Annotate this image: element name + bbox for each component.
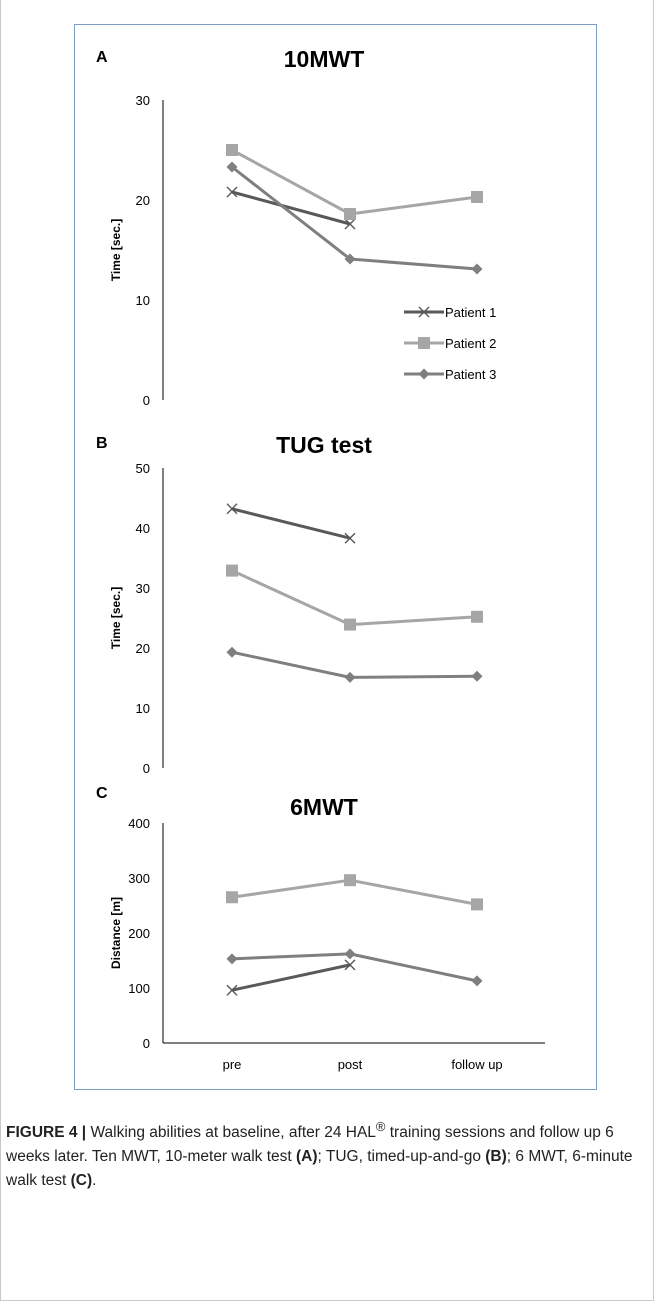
caption-ref-a: (A): [296, 1148, 318, 1166]
legend-label: Patient 1: [445, 305, 496, 320]
caption-ref-b: (B): [485, 1148, 507, 1166]
marker-x-stroke: [344, 532, 356, 544]
series-line-segment: [231, 507, 351, 540]
caption-text-3: ; TUG, timed-up-and-go: [317, 1148, 486, 1166]
legend-item-3: Patient 3: [404, 367, 496, 382]
marker-x-stroke: [226, 984, 238, 996]
figure-caption: FIGURE 4 | Walking abilities at baseline…: [6, 1115, 646, 1193]
series-line-segment: [349, 195, 478, 216]
legend-label: Patient 2: [445, 336, 496, 351]
y-tick-label: 200: [128, 926, 150, 941]
y-tick-label: 30: [136, 581, 150, 596]
series-patient-1: [226, 186, 356, 230]
caption-registered-mark: ®: [375, 1119, 386, 1134]
legend-item-2: Patient 2: [404, 336, 496, 351]
y-axis-label: Distance [m]: [109, 897, 123, 969]
marker-square: [471, 191, 483, 203]
marker-square: [226, 564, 238, 577]
series-patient-3: [226, 948, 483, 987]
marker-diamond: [418, 368, 430, 380]
marker-square: [471, 610, 483, 623]
marker-square: [418, 337, 430, 349]
y-tick-label: 10: [136, 701, 150, 716]
marker-x-stroke: [226, 503, 238, 515]
series-line-segment: [231, 878, 351, 899]
figure-panel: [74, 24, 597, 1090]
series-patient-2: [226, 874, 483, 911]
chart-title: 10MWT: [284, 46, 365, 72]
y-tick-label: 400: [128, 816, 150, 831]
series-patient-2: [226, 144, 483, 220]
series-patient-3: [226, 161, 483, 275]
series-line-segment: [349, 257, 478, 271]
marker-diamond: [226, 953, 238, 965]
y-tick-label: 50: [136, 461, 150, 476]
series-line-segment: [231, 190, 351, 226]
x-tick-label: post: [338, 1057, 363, 1072]
y-tick-label: 0: [143, 1036, 150, 1051]
marker-diamond: [471, 975, 483, 987]
legend-item-1: Patient 1: [404, 305, 496, 320]
caption-label: FIGURE 4 |: [6, 1124, 87, 1142]
y-tick-label: 10: [136, 293, 150, 308]
y-axis-label: Time [sec.]: [109, 219, 123, 281]
marker-diamond: [226, 646, 238, 658]
y-tick-label: 0: [143, 761, 150, 776]
y-tick-label: 20: [136, 193, 150, 208]
series-line-segment: [231, 165, 351, 261]
marker-square: [226, 144, 238, 156]
series-line-segment: [231, 963, 351, 992]
x-tick-label: pre: [223, 1057, 242, 1072]
marker-diamond: [344, 253, 356, 265]
y-tick-label: 30: [136, 93, 150, 108]
caption-text-4: ; 6 MWT, 6-minute walk test: [6, 1148, 633, 1190]
marker-x-stroke: [226, 186, 238, 198]
caption-ref-c: (C): [70, 1172, 93, 1190]
marker-square: [471, 898, 483, 911]
series-patient-1: [226, 503, 356, 544]
chart-title: TUG test: [276, 432, 372, 458]
marker-square: [344, 618, 356, 631]
marker-diamond: [471, 670, 483, 682]
series-patient-1: [226, 959, 356, 996]
marker-diamond: [344, 671, 356, 683]
marker-diamond: [344, 948, 356, 960]
chart-title: 6MWT: [290, 794, 358, 820]
caption-text-5: .: [92, 1172, 97, 1190]
series-line-segment: [349, 615, 478, 627]
series-line-segment: [231, 569, 351, 626]
marker-diamond: [471, 263, 483, 275]
series-line-segment: [349, 878, 478, 906]
panel-letter-b: B: [96, 435, 108, 452]
panel-letter-c: C: [96, 785, 108, 802]
legend-label: Patient 3: [445, 367, 496, 382]
y-tick-label: 40: [136, 521, 150, 536]
marker-x-stroke: [418, 306, 430, 318]
marker-square: [344, 874, 356, 887]
figure-4-charts: A 10MWT 0 10 20 30 Time [sec.] Patient 1 Patient…: [96, 46, 545, 1072]
marker-x-stroke: [344, 218, 356, 230]
series-line-segment: [231, 952, 351, 961]
x-tick-label: follow up: [451, 1057, 502, 1072]
panel-letter-a: A: [96, 49, 108, 66]
series-line-segment: [231, 148, 351, 216]
y-axis-label: Time [sec.]: [109, 587, 123, 649]
series-line-segment: [231, 650, 351, 679]
y-tick-label: 20: [136, 641, 150, 656]
marker-diamond: [226, 161, 238, 173]
series-patient-2: [226, 564, 483, 631]
caption-text-2: training sessions and follow up 6 weeks …: [6, 1124, 614, 1166]
marker-x-stroke: [344, 959, 356, 971]
caption-text-1: Walking abilities at baseline, after 24 …: [86, 1124, 376, 1142]
series-patient-3: [226, 646, 483, 683]
y-tick-label: 100: [128, 981, 150, 996]
y-tick-label: 0: [143, 393, 150, 408]
y-tick-label: 300: [128, 871, 150, 886]
series-line-segment: [349, 674, 478, 679]
marker-square: [344, 208, 356, 220]
series-line-segment: [349, 952, 478, 983]
marker-square: [226, 891, 238, 904]
